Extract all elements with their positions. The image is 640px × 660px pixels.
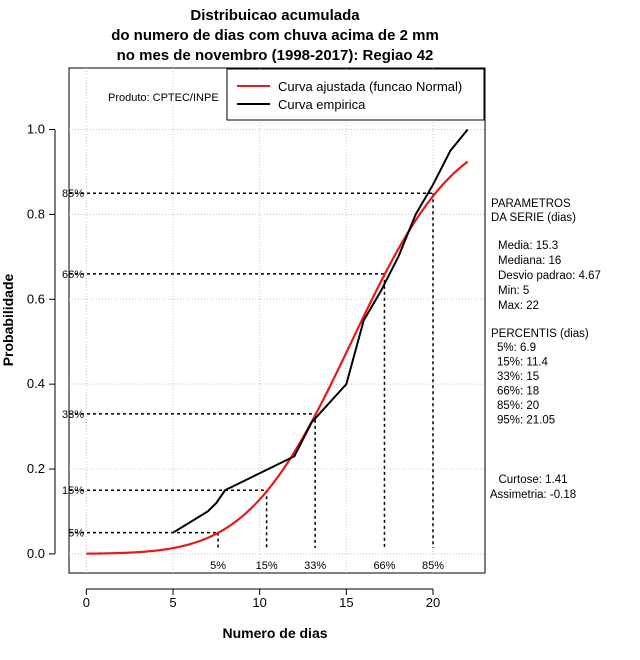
- percentis-item: 33%: 15: [497, 371, 539, 383]
- percentis-item: 5%: 6.9: [497, 342, 536, 354]
- y-axis-title: Probabilidade: [0, 274, 16, 367]
- plot-frame: [68, 67, 486, 574]
- shape-item: Assimetria: -0.18: [490, 489, 576, 501]
- y-tick-label: 0.8: [27, 206, 45, 221]
- parameters-panel: PARAMETROS DA SERIE (dias) Media: 15.3 Medi…: [491, 198, 601, 312]
- grid: [69, 68, 485, 573]
- percentis-item: 66%: 18: [497, 386, 539, 398]
- series-line-fitted: [86, 160, 469, 555]
- percentile-label-y: 33%: [62, 409, 84, 421]
- series-line-empirical: [172, 128, 469, 534]
- percentile-label-x: 66%: [373, 560, 395, 572]
- x-tick-label: 10: [252, 595, 266, 610]
- chart-title-line-2: do numero de dias com chuva acima de 2 m…: [111, 27, 439, 44]
- y-tick-label: 0.4: [27, 376, 45, 391]
- legend-label-empirical: Curva empirica: [278, 97, 366, 112]
- legend-box: [226, 68, 485, 121]
- credit-label: Produto: CPTEC/INPE: [108, 92, 219, 104]
- percentile-label-y: 15%: [62, 485, 84, 497]
- legend: Curva ajustada (funcao Normal) Curva emp…: [226, 68, 485, 121]
- parameters-heading: DA SERIE (dias): [491, 212, 576, 224]
- percentile-label-x: 85%: [422, 560, 444, 572]
- y-tick-label: 0.0: [27, 546, 45, 561]
- y-tick-label: 0.2: [27, 461, 45, 476]
- percentis-panel: PERCENTIS (dias) 5%: 6.9 15%: 11.4 33%: 15 6…: [491, 328, 589, 427]
- x-tick-label: 0: [83, 595, 90, 610]
- percentis-item: 15%: 11.4: [497, 357, 549, 369]
- percentile-label-y: 5%: [68, 528, 84, 540]
- x-tick-label: 15: [339, 595, 353, 610]
- legend-label-fitted: Curva ajustada (funcao Normal): [278, 79, 462, 94]
- parameters-item: Media: 15.3: [498, 240, 558, 252]
- chart-title-line-1: Distribuicao acumulada: [190, 7, 360, 24]
- parameters-item: Desvio padrao: 4.67: [498, 270, 601, 282]
- parameters-item: Mediana: 16: [498, 255, 561, 267]
- percentis-item: 95%: 21.05: [497, 415, 555, 427]
- percentis-heading: PERCENTIS (dias): [491, 328, 589, 340]
- percentile-label-y: 85%: [62, 188, 84, 200]
- parameters-heading: PARAMETROS: [491, 198, 571, 210]
- x-axis-title: Numero de dias: [222, 625, 327, 641]
- parameters-item: Min: 5: [498, 285, 529, 297]
- shape-item: Curtose: 1.41: [498, 474, 567, 486]
- percentile-lines: 5% 5% 15% 15% 33% 33% 66% 66% 85% 85%: [62, 188, 444, 572]
- percentile-label-y: 66%: [62, 269, 84, 281]
- x-tick-label: 5: [169, 595, 176, 610]
- y-tick-label: 1.0: [27, 122, 45, 137]
- parameters-item: Max: 22: [498, 300, 539, 312]
- axes: 0 5 10 15 20 0.0 0.2 0.4 0.6 0.8 1.0: [27, 122, 440, 610]
- percentile-label-x: 15%: [256, 560, 278, 572]
- y-tick-label: 0.6: [27, 291, 45, 306]
- shape-panel: Curtose: 1.41 Assimetria: -0.18: [490, 474, 576, 501]
- x-tick-label: 20: [426, 595, 440, 610]
- percentis-item: 85%: 20: [497, 400, 539, 412]
- chart-title-line-3: no mes de novembro (1998-2017): Regiao 4…: [117, 47, 434, 64]
- series-lines: [86, 128, 469, 555]
- percentile-label-x: 33%: [304, 560, 326, 572]
- chart-title: Distribuicao acumulada do numero de dias …: [111, 7, 439, 64]
- percentile-label-x: 5%: [210, 560, 226, 572]
